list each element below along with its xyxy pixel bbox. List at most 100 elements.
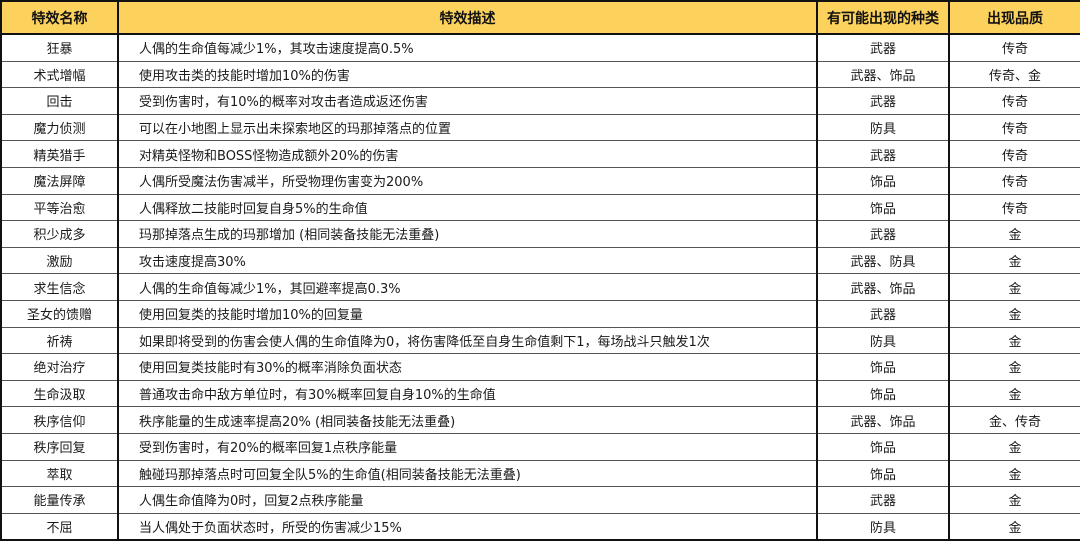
effect-description-cell: 普通攻击命中敌方单位时，有30%概率回复自身10%的生命值 — [117, 380, 818, 408]
effect-name-cell: 秩序回复 — [0, 433, 119, 461]
kinds-cell: 饰品 — [816, 167, 950, 195]
effect-name-cell: 狂暴 — [0, 34, 119, 62]
quality-cell: 金 — [948, 353, 1080, 381]
table-row: 术式增幅 使用攻击类的技能时增加10%的伤害 武器、饰品 传奇、金 — [0, 61, 1080, 89]
quality-cell: 金 — [948, 300, 1080, 328]
quality-cell: 金 — [948, 433, 1080, 461]
kinds-cell: 饰品 — [816, 380, 950, 408]
effect-name-cell: 绝对治疗 — [0, 353, 119, 381]
table-row: 能量传承 人偶生命值降为0时，回复2点秩序能量 武器金 — [0, 486, 1080, 514]
kinds-cell: 武器、饰品 — [816, 61, 950, 89]
table-row: 祈祷 如果即将受到的伤害会使人偶的生命值降为0，将伤害降低至自身生命值剩下1，每场… — [0, 327, 1080, 355]
table-row: 绝对治疗 使用回复类技能时有30%的概率消除负面状态 饰品金 — [0, 353, 1080, 381]
kinds-cell: 武器 — [816, 220, 950, 248]
kinds-cell: 武器、饰品 — [816, 273, 950, 301]
kinds-cell: 武器 — [816, 300, 950, 328]
effect-name-cell: 不屈 — [0, 513, 119, 541]
header-description: 特效描述 — [117, 0, 818, 35]
table-row: 激励 攻击速度提高30% 武器、防具金 — [0, 247, 1080, 275]
kinds-cell: 防具 — [816, 513, 950, 541]
kinds-cell: 饰品 — [816, 353, 950, 381]
quality-cell: 金 — [948, 247, 1080, 275]
effect-description-cell: 使用攻击类的技能时增加10%的伤害 — [117, 61, 818, 89]
table-row: 秩序信仰 秩序能量的生成速率提高20% (相同装备技能无法重叠) 武器、饰品 金、传奇 — [0, 406, 1080, 434]
effect-description-cell: 人偶所受魔法伤害减半，所受物理伤害变为200% — [117, 167, 818, 195]
effect-description-cell: 攻击速度提高30% — [117, 247, 818, 275]
table-row: 魔力侦测 可以在小地图上显示出未探索地区的玛那掉落点的位置 防具 传奇 — [0, 114, 1080, 142]
effect-description-cell: 当人偶处于负面状态时，所受的伤害减少15% — [117, 513, 818, 541]
table-row: 生命汲取 普通攻击命中敌方单位时，有30%概率回复自身10%的生命值 饰品金 — [0, 380, 1080, 408]
effect-description-cell: 触碰玛那掉落点时可回复全队5%的生命值(相同装备技能无法重叠) — [117, 460, 818, 488]
table-row: 不屈 当人偶处于负面状态时，所受的伤害减少15% 防具金 — [0, 513, 1080, 541]
effect-description-cell: 人偶生命值降为0时，回复2点秩序能量 — [117, 486, 818, 514]
quality-cell: 金、传奇 — [948, 406, 1080, 434]
effect-name-cell: 生命汲取 — [0, 380, 119, 408]
effect-description-cell: 人偶的生命值每减少1%，其回避率提高0.3% — [117, 273, 818, 301]
effect-name-cell: 精英猎手 — [0, 140, 119, 168]
table-row: 圣女的馈赠 使用回复类的技能时增加10%的回复量 武器金 — [0, 300, 1080, 328]
table-row: 魔法屏障 人偶所受魔法伤害减半，所受物理伤害变为200% 饰品 传奇 — [0, 167, 1080, 195]
header-name: 特效名称 — [0, 0, 119, 35]
quality-cell: 传奇 — [948, 87, 1080, 115]
quality-cell: 传奇 — [948, 194, 1080, 222]
quality-cell: 传奇 — [948, 114, 1080, 142]
quality-cell: 传奇、金 — [948, 61, 1080, 89]
effect-description-cell: 使用回复类技能时有30%的概率消除负面状态 — [117, 353, 818, 381]
kinds-cell: 武器 — [816, 486, 950, 514]
table-row: 萃取 触碰玛那掉落点时可回复全队5%的生命值(相同装备技能无法重叠) 饰品金 — [0, 460, 1080, 488]
effect-description-cell: 可以在小地图上显示出未探索地区的玛那掉落点的位置 — [117, 114, 818, 142]
quality-cell: 传奇 — [948, 140, 1080, 168]
quality-cell: 金 — [948, 486, 1080, 514]
effect-name-cell: 魔法屏障 — [0, 167, 119, 195]
header-row: 特效名称 特效描述 有可能出现的种类 出现品质 — [0, 0, 1080, 35]
kinds-cell: 防具 — [816, 327, 950, 355]
effect-description-cell: 人偶释放二技能时回复自身5%的生命值 — [117, 194, 818, 222]
effect-name-cell: 祈祷 — [0, 327, 119, 355]
table-row: 回击 受到伤害时，有10%的概率对攻击者造成返还伤害 武器 传奇 — [0, 87, 1080, 115]
effect-name-cell: 术式增幅 — [0, 61, 119, 89]
kinds-cell: 武器、饰品 — [816, 406, 950, 434]
header-kinds: 有可能出现的种类 — [816, 0, 950, 35]
quality-cell: 金 — [948, 327, 1080, 355]
kinds-cell: 饰品 — [816, 194, 950, 222]
effect-description-cell: 使用回复类的技能时增加10%的回复量 — [117, 300, 818, 328]
effect-description-cell: 对精英怪物和BOSS怪物造成额外20%的伤害 — [117, 140, 818, 168]
table-row: 求生信念 人偶的生命值每减少1%，其回避率提高0.3% 武器、饰品金 — [0, 273, 1080, 301]
effect-name-cell: 圣女的馈赠 — [0, 300, 119, 328]
effect-name-cell: 秩序信仰 — [0, 406, 119, 434]
quality-cell: 金 — [948, 273, 1080, 301]
effect-description-cell: 玛那掉落点生成的玛那增加 (相同装备技能无法重叠) — [117, 220, 818, 248]
header-quality: 出现品质 — [948, 0, 1080, 35]
quality-cell: 传奇 — [948, 167, 1080, 195]
effect-description-cell: 如果即将受到的伤害会使人偶的生命值降为0，将伤害降低至自身生命值剩下1，每场战斗… — [117, 327, 818, 355]
quality-cell: 金 — [948, 220, 1080, 248]
effect-description-cell: 人偶的生命值每减少1%，其攻击速度提高0.5% — [117, 34, 818, 62]
kinds-cell: 饰品 — [816, 460, 950, 488]
effect-name-cell: 激励 — [0, 247, 119, 275]
effect-name-cell: 积少成多 — [0, 220, 119, 248]
quality-cell: 金 — [948, 460, 1080, 488]
kinds-cell: 饰品 — [816, 433, 950, 461]
kinds-cell: 武器 — [816, 140, 950, 168]
effect-name-cell: 求生信念 — [0, 273, 119, 301]
effect-name-cell: 萃取 — [0, 460, 119, 488]
kinds-cell: 防具 — [816, 114, 950, 142]
effect-name-cell: 能量传承 — [0, 486, 119, 514]
effect-name-cell: 平等治愈 — [0, 194, 119, 222]
effect-description-cell: 受到伤害时，有10%的概率对攻击者造成返还伤害 — [117, 87, 818, 115]
quality-cell: 金 — [948, 380, 1080, 408]
effect-name-cell: 回击 — [0, 87, 119, 115]
effect-description-cell: 受到伤害时，有20%的概率回复1点秩序能量 — [117, 433, 818, 461]
table-row: 平等治愈 人偶释放二技能时回复自身5%的生命值 饰品 传奇 — [0, 194, 1080, 222]
effect-name-cell: 魔力侦测 — [0, 114, 119, 142]
kinds-cell: 武器 — [816, 34, 950, 62]
table-row: 积少成多 玛那掉落点生成的玛那增加 (相同装备技能无法重叠) 武器金 — [0, 220, 1080, 248]
quality-cell: 金 — [948, 513, 1080, 541]
table-row: 精英猎手 对精英怪物和BOSS怪物造成额外20%的伤害 武器 传奇 — [0, 140, 1080, 168]
kinds-cell: 武器 — [816, 87, 950, 115]
kinds-cell: 武器、防具 — [816, 247, 950, 275]
table-row: 秩序回复 受到伤害时，有20%的概率回复1点秩序能量 饰品金 — [0, 433, 1080, 461]
quality-cell: 传奇 — [948, 34, 1080, 62]
effect-description-cell: 秩序能量的生成速率提高20% (相同装备技能无法重叠) — [117, 406, 818, 434]
